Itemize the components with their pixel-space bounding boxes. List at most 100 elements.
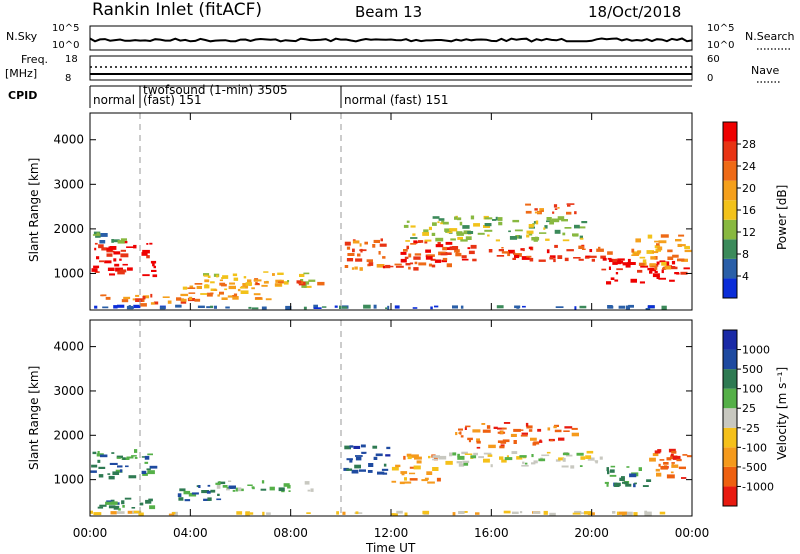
power-panel-patch-0-cell [117, 270, 125, 275]
power-panel-patch-9-cell [413, 240, 418, 244]
power-panel-patch-8-cell [364, 241, 368, 245]
velocity-colorbar-label-3: -25 [742, 422, 760, 435]
power-panel-patch-10-cell [528, 224, 534, 228]
cpid-panel: CPID normal twofsound (1-min) 3505 (fast… [8, 83, 692, 108]
power-panel-patch-8-cell [357, 253, 361, 257]
power-panel-patch-1-cell [152, 262, 155, 267]
velocity-panel-patch-12-cell [245, 511, 250, 516]
velocity-panel-patch-4-cell [235, 487, 239, 492]
power-panel-patch-15-cell [496, 305, 504, 309]
velocity-panel-patch-4-cell [237, 487, 242, 491]
power-panel-patch-13-cell [617, 260, 622, 265]
velocity-panel-patch-10-cell [606, 483, 609, 487]
power-panel-patch-0-cell [101, 247, 107, 251]
power-panel-patch-9-cell [414, 253, 422, 256]
power-panel-patch-10-cell [457, 217, 462, 221]
power-panel-patch-10-cell [546, 220, 553, 223]
power-panel-patch-15-cell [579, 305, 587, 309]
velocity-panel-patch-4-cell [228, 480, 232, 482]
power-panel-patch-13-cell [601, 268, 607, 271]
power-panel-patch-4-cell [181, 298, 187, 302]
velocity-panel-patch-7-cell [483, 452, 492, 455]
velocity-panel-patch-7-cell [457, 453, 460, 458]
velocity-panel-patch-5-cell [353, 445, 361, 449]
velocity-panel-patch-6-cell [391, 480, 397, 483]
power-panel-patch-5-cell [224, 288, 228, 291]
power-panel-patch-14-cell [677, 258, 685, 262]
velocity-panel-patch-5-cell [382, 472, 388, 475]
power-panel-patch-2-cell [99, 240, 106, 244]
velocity-panel-patch-3-cell [178, 497, 184, 501]
velocity-colorbar-title: Velocity [m s⁻¹] [775, 367, 789, 460]
velocity-panel-patch-11-cell [676, 458, 682, 462]
velocity-panel-patch-7-cell [473, 452, 478, 456]
power-panel-patch-0-cell [127, 267, 133, 271]
power-panel-patch-13-cell [616, 268, 623, 271]
nsearch-tick-bottom: 10^0 [707, 40, 734, 51]
power-panel-patch-4-cell [194, 298, 201, 302]
velocity-panel-patch-3-cell [222, 485, 228, 488]
power-panel-patch-9-cell [408, 253, 412, 258]
velocity-panel-patch-12-cell [396, 510, 403, 514]
power-panel-patch-5-cell [232, 295, 237, 297]
power-panel-patch-10-cell [438, 218, 445, 221]
cpid-seg-normal: normal [93, 93, 135, 107]
power-panel-patch-7-cell [256, 283, 260, 285]
power-panel-patch-6-cell [277, 272, 284, 275]
velocity-panel-patch-5-cell [354, 464, 361, 469]
power-panel-patch-10-cell [580, 237, 584, 240]
power-panel-patch-5-cell [240, 290, 249, 294]
nave-tick-top: 60 [707, 54, 720, 65]
power-panel-patch-10-cell [574, 224, 580, 229]
velocity-panel-patch-10-cell [610, 465, 616, 468]
nave-label: Nave [751, 64, 779, 77]
power-colorbar-swatch-7 [723, 141, 737, 162]
power-panel-patch-10-cell [460, 239, 468, 242]
power-panel-patch-10-cell [551, 218, 560, 223]
velocity-panel-patch-3-cell [216, 498, 222, 501]
power-panel-patch-10-cell [456, 232, 464, 236]
power-panel-ytick-label-2: 3000 [53, 177, 84, 191]
velocity-panel-patch-12-cell [404, 512, 408, 516]
power-panel-ytick-label-0: 1000 [53, 266, 84, 280]
power-panel-patch-13-cell [607, 257, 612, 260]
power-panel-patch-5-cell [253, 293, 261, 296]
power-panel-patch-14-cell [638, 262, 646, 266]
velocity-panel-patch-1-cell [141, 456, 146, 458]
power-panel-patch-9-cell [408, 266, 411, 270]
power-panel-patch-9-cell [413, 256, 421, 260]
power-panel-patch-15-cell [412, 307, 418, 309]
velocity-panel-patch-10-cell [609, 469, 615, 473]
power-colorbar-swatch-2 [723, 239, 737, 259]
power-panel-patch-15-cell [647, 305, 655, 308]
velocity-panel-patch-6-cell [391, 466, 399, 471]
power-panel-patch-12-cell [525, 210, 532, 214]
power-panel-patch-9-cell [418, 262, 427, 266]
power-panel-patch-14-cell [656, 243, 660, 246]
velocity-panel-patch-7-cell [595, 461, 598, 464]
velocity-panel-patch-9-cell [554, 429, 562, 433]
power-colorbar-label-0: 4 [742, 270, 749, 283]
velocity-panel-patch-11-cell [682, 454, 688, 456]
velocity-panel-patch-10-cell [619, 477, 625, 481]
velocity-panel-patch-12-cell [171, 512, 176, 515]
power-panel-patch-4-cell [176, 297, 182, 301]
power-panel-patch-0-cell [106, 250, 115, 253]
velocity-panel-patch-7-cell [452, 452, 457, 456]
power-panel-patch-10-cell [495, 216, 498, 221]
power-panel-patch-10-cell [562, 239, 570, 242]
power-panel-patch-7-cell [263, 281, 269, 284]
velocity-colorbar-frame [722, 329, 738, 507]
power-panel-patch-13-cell [640, 265, 649, 268]
power-panel-patch-9-cell [406, 245, 409, 250]
velocity-panel-patch-2-cell [108, 505, 116, 509]
power-panel-patch-0-cell [94, 242, 98, 245]
power-panel-patch-11-cell [600, 255, 606, 259]
power-panel-patch-9-cell [425, 256, 433, 260]
power-panel-patch-11-cell [538, 259, 546, 262]
velocity-panel-patch-10-cell [604, 481, 609, 484]
power-panel-patch-14-cell [667, 256, 674, 260]
power-panel-patch-15-cell [645, 308, 651, 310]
nave-tick-bottom: 0 [707, 73, 713, 84]
